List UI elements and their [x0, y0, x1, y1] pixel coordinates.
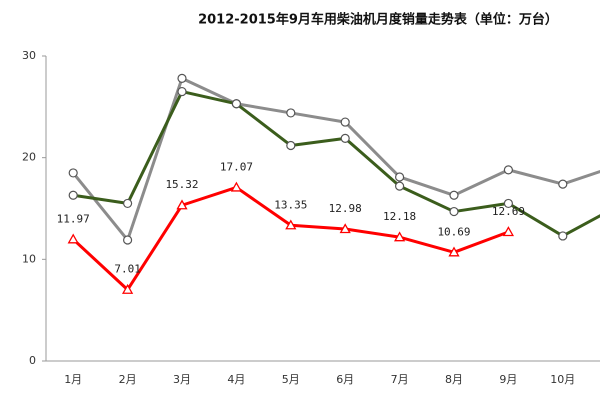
marker [122, 235, 133, 245]
marker [502, 226, 515, 237]
marker [121, 283, 134, 294]
y-tick-label: 10 [22, 252, 36, 265]
marker [177, 73, 187, 83]
x-tick-label: 8月 [445, 373, 463, 386]
y-tick-label: 0 [29, 354, 36, 367]
marker [231, 99, 241, 109]
marker [230, 181, 243, 192]
x-tick-label: 3月 [173, 373, 191, 386]
marker [286, 108, 296, 118]
marker [176, 199, 188, 210]
marker [122, 198, 133, 209]
marker [68, 168, 78, 178]
marker [339, 223, 351, 234]
marker [449, 206, 459, 217]
x-tick-label: 4月 [227, 373, 245, 386]
marker [340, 133, 350, 143]
data-label: 12.18 [383, 210, 416, 223]
marker [558, 231, 568, 241]
marker [67, 233, 79, 244]
marker [503, 198, 513, 209]
data-label: 17.07 [220, 160, 253, 173]
marker [558, 179, 568, 189]
x-tick-label: 9月 [499, 373, 517, 386]
data-label: 7.01 [114, 263, 141, 276]
marker [68, 190, 78, 200]
marker [286, 140, 296, 151]
marker [340, 117, 350, 127]
x-tick-label: 5月 [282, 373, 300, 386]
marker [503, 165, 513, 175]
x-tick-label: 10月 [550, 373, 575, 386]
marker [395, 172, 405, 182]
y-tick-label: 20 [22, 151, 36, 164]
chart-title: 2012-2015年9月车用柴油机月度销量走势表（单位：万台） [198, 12, 558, 28]
data-label: 12.69 [492, 205, 525, 218]
data-label: 10.69 [437, 225, 470, 238]
x-tick-label: 1月 [64, 373, 82, 386]
marker [448, 246, 460, 257]
marker [285, 219, 297, 230]
x-tick-label: 7月 [391, 373, 409, 386]
x-tick-label: 2月 [119, 373, 137, 386]
marker [393, 231, 406, 242]
marker [177, 86, 187, 97]
marker [449, 190, 459, 200]
data-label: 12.98 [329, 202, 362, 215]
y-tick-label: 30 [22, 49, 36, 62]
data-label: 13.35 [274, 198, 307, 211]
marker [395, 181, 405, 191]
x-tick-label: 6月 [336, 373, 354, 386]
data-label: 15.32 [165, 178, 198, 191]
data-label: 11.97 [57, 212, 90, 225]
